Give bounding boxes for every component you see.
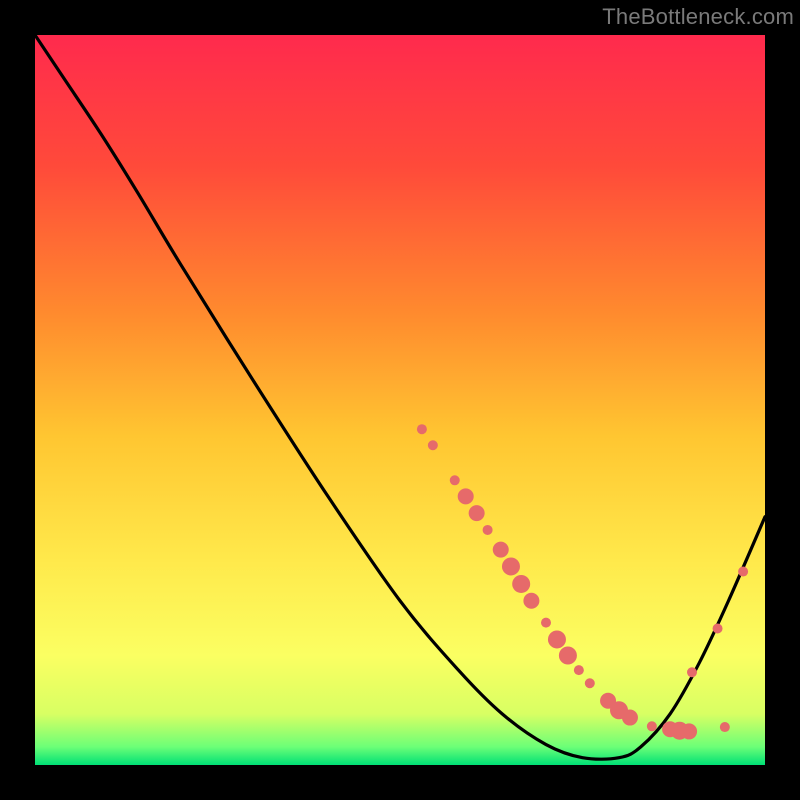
data-marker [428,440,438,450]
data-marker [523,593,539,609]
bottleneck-curve [35,35,765,759]
data-marker [512,575,530,593]
data-marker [548,630,566,648]
data-marker [458,488,474,504]
data-marker [713,623,723,633]
data-marker [493,542,509,558]
plot-area [35,35,765,765]
data-marker [681,723,697,739]
data-marker [559,647,577,665]
data-marker [450,475,460,485]
curve-layer [35,35,765,765]
data-marker [417,424,427,434]
data-marker [469,505,485,521]
stage: TheBottleneck.com [0,0,800,800]
data-marker [647,721,657,731]
data-marker [541,618,551,628]
data-marker [720,722,730,732]
data-marker [574,665,584,675]
data-marker [502,557,520,575]
data-marker [622,710,638,726]
data-marker [687,667,697,677]
data-marker [483,525,493,535]
marker-group [417,424,748,739]
watermark-text: TheBottleneck.com [602,4,794,30]
data-marker [738,567,748,577]
data-marker [585,678,595,688]
